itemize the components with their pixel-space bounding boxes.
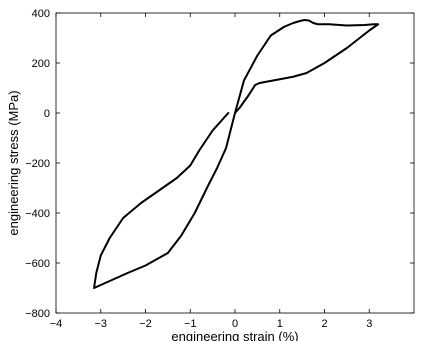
tick-labels: −4 −3 −2 −1 0 1 2 3 −800 −600 −400 −200 0 200 400 — [25, 8, 372, 330]
x-tick-label: 3 — [366, 318, 372, 330]
y-tick-label: −800 — [25, 308, 50, 320]
x-tick-label: 0 — [232, 318, 238, 330]
x-axis-label: engineering strain (%) — [171, 329, 298, 341]
x-tick-label: −3 — [94, 318, 107, 330]
x-tick-label: −1 — [184, 318, 197, 330]
y-axis-label: engineering stress (MPa) — [6, 90, 21, 235]
x-tick-label: 2 — [321, 318, 327, 330]
x-tick-label: −4 — [50, 318, 63, 330]
y-tick-label: 200 — [32, 58, 50, 70]
x-tick-label: −2 — [139, 318, 152, 330]
hysteresis-curve — [93, 19, 380, 289]
y-tick-label: −600 — [25, 258, 50, 270]
y-tick-label: 400 — [32, 8, 50, 20]
y-tick-label: −200 — [25, 158, 50, 170]
axis-ticks — [55, 12, 414, 314]
y-tick-label: −400 — [25, 208, 50, 220]
x-tick-label: 1 — [277, 318, 283, 330]
y-tick-label: 0 — [44, 108, 50, 120]
plot-frame — [55, 12, 415, 314]
